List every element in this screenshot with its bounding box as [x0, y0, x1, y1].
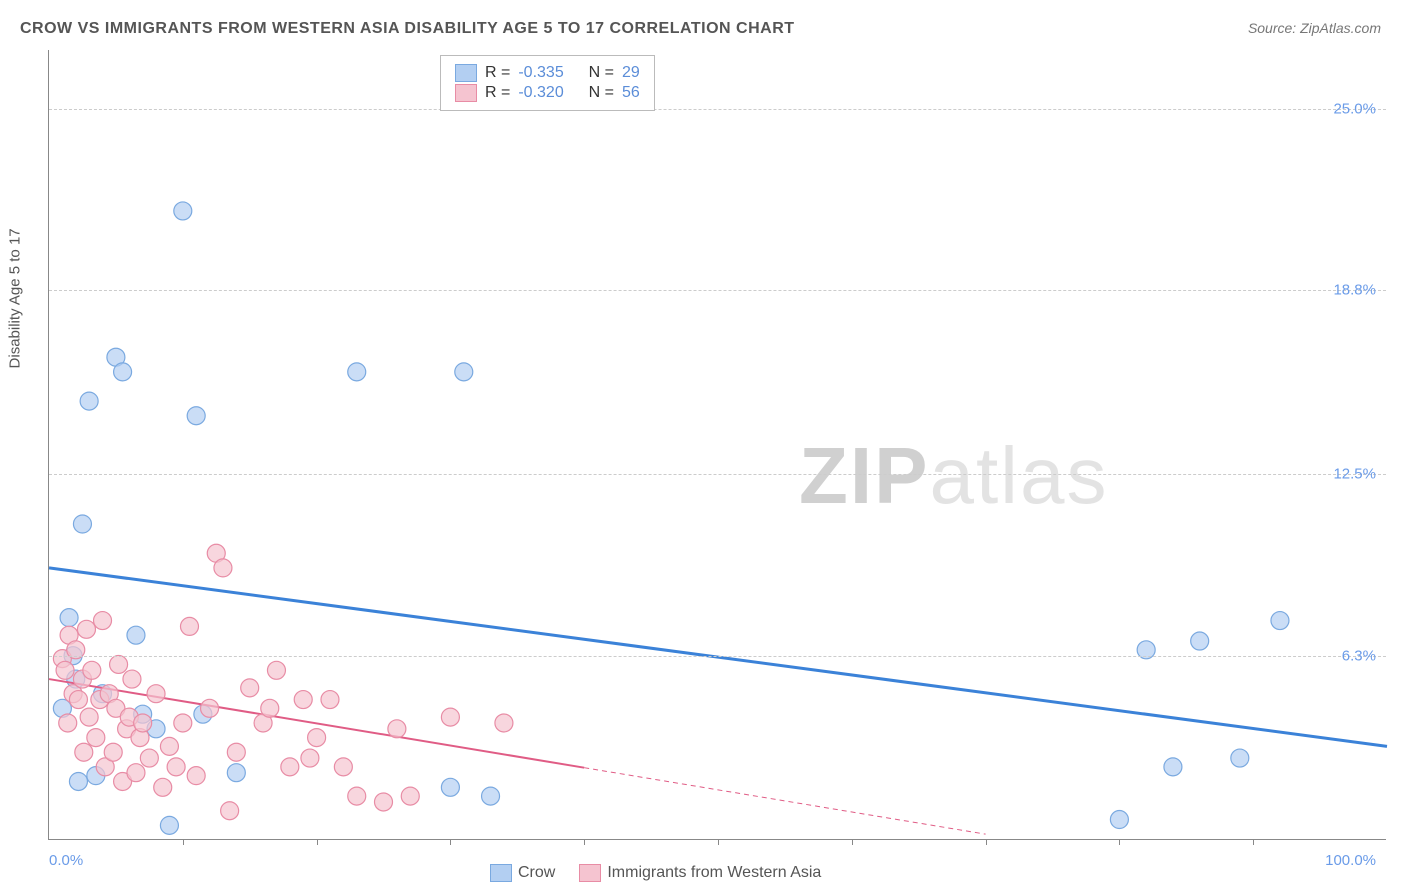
y-axis-label: Disability Age 5 to 17 [7, 228, 24, 368]
legend-series-name: Immigrants from Western Asia [607, 864, 821, 881]
legend-n-value: 56 [622, 84, 640, 102]
legend-r-label: R = [485, 84, 510, 102]
legend-item: Immigrants from Western Asia [579, 864, 821, 882]
xtick [183, 839, 184, 845]
legend-row: R = -0.335 N = 29 [455, 64, 640, 82]
xtick [852, 839, 853, 845]
legend-n-label: N = [589, 64, 614, 82]
xtick [1253, 839, 1254, 845]
xtick-label-right: 100.0% [1325, 852, 1376, 869]
legend-swatch [490, 864, 512, 882]
xtick [718, 839, 719, 845]
legend-swatch [579, 864, 601, 882]
legend-r-value: -0.320 [518, 84, 563, 102]
series-legend: Crow Immigrants from Western Asia [490, 864, 821, 882]
xtick-label-left: 0.0% [49, 852, 83, 869]
gridline [49, 474, 1386, 475]
legend-r-value: -0.335 [518, 64, 563, 82]
xtick [1119, 839, 1120, 845]
correlation-legend: R = -0.335 N = 29 R = -0.320 N = 56 [440, 55, 655, 111]
legend-item: Crow [490, 864, 555, 882]
ytick-label: 25.0% [1333, 100, 1376, 117]
legend-n-value: 29 [622, 64, 640, 82]
source-label: Source: ZipAtlas.com [1248, 20, 1381, 36]
gridline [49, 109, 1386, 110]
xtick [986, 839, 987, 845]
plot-svg [49, 50, 1386, 839]
ytick-label: 6.3% [1342, 647, 1376, 664]
legend-n-label: N = [589, 84, 614, 102]
ytick-label: 18.8% [1333, 281, 1376, 298]
gridline [49, 656, 1386, 657]
xtick [450, 839, 451, 845]
legend-r-label: R = [485, 64, 510, 82]
xtick [317, 839, 318, 845]
legend-swatch [455, 84, 477, 102]
chart-plot-area: ZIPatlas 6.3%12.5%18.8%25.0%0.0%100.0% [48, 50, 1386, 840]
ytick-label: 12.5% [1333, 466, 1376, 483]
legend-row: R = -0.320 N = 56 [455, 84, 640, 102]
xtick [584, 839, 585, 845]
gridline [49, 290, 1386, 291]
chart-title: CROW VS IMMIGRANTS FROM WESTERN ASIA DIS… [20, 20, 795, 38]
legend-swatch [455, 64, 477, 82]
legend-series-name: Crow [518, 864, 555, 881]
